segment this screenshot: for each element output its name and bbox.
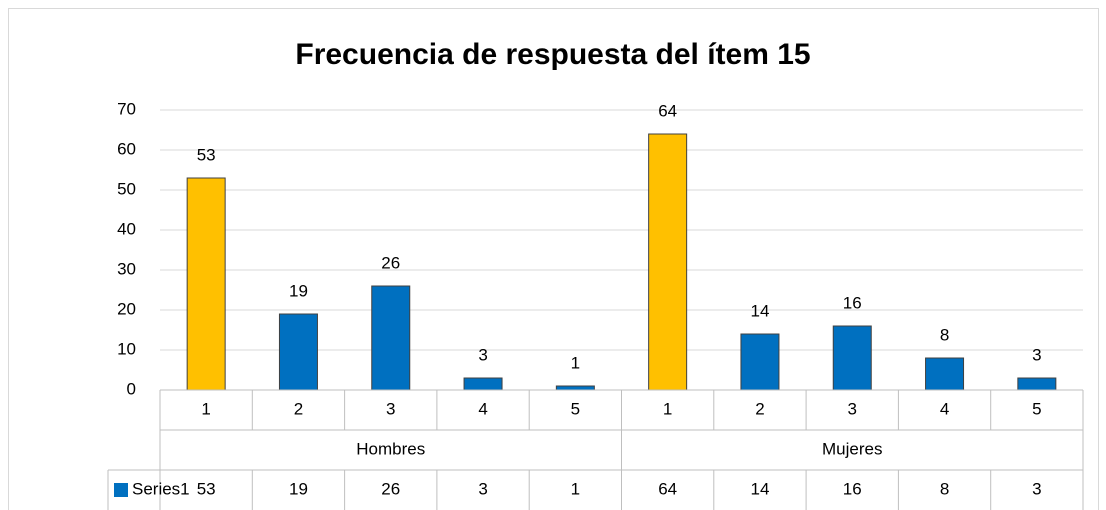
bar xyxy=(1017,377,1057,391)
data-label: 14 xyxy=(750,301,769,320)
table-value: 3 xyxy=(1032,479,1041,498)
bar xyxy=(186,177,226,391)
chart-border xyxy=(8,8,1099,510)
bar xyxy=(740,333,780,391)
group-label: Hombres xyxy=(356,439,425,458)
bar xyxy=(648,133,688,391)
x-tick-label: 2 xyxy=(294,399,303,418)
x-tick-label: 1 xyxy=(663,399,672,418)
table-value: 19 xyxy=(289,479,308,498)
y-tick-label: 40 xyxy=(117,219,136,238)
x-tick-label: 5 xyxy=(571,399,580,418)
y-tick-label: 0 xyxy=(127,379,136,398)
table-value: 14 xyxy=(750,479,769,498)
table-value: 26 xyxy=(381,479,400,498)
x-tick-label: 3 xyxy=(386,399,395,418)
x-tick-label: 4 xyxy=(478,399,487,418)
x-tick-label: 3 xyxy=(848,399,857,418)
data-label: 3 xyxy=(478,345,487,364)
group-label: Mujeres xyxy=(822,439,882,458)
legend-label: Series1 xyxy=(132,479,190,498)
y-tick-label: 10 xyxy=(117,339,136,358)
table-value: 3 xyxy=(478,479,487,498)
y-tick-label: 50 xyxy=(117,179,136,198)
y-tick-label: 70 xyxy=(117,99,136,118)
y-tick-label: 20 xyxy=(117,299,136,318)
table-value: 8 xyxy=(940,479,949,498)
x-tick-label: 4 xyxy=(940,399,949,418)
data-label: 16 xyxy=(843,293,862,312)
table-value: 16 xyxy=(843,479,862,498)
bar xyxy=(278,313,318,391)
y-tick-label: 60 xyxy=(117,139,136,158)
data-label: 1 xyxy=(571,353,580,372)
data-label: 26 xyxy=(381,253,400,272)
y-tick-label: 30 xyxy=(117,259,136,278)
legend-key xyxy=(114,483,128,497)
x-tick-label: 2 xyxy=(755,399,764,418)
x-tick-label: 1 xyxy=(201,399,210,418)
data-label: 64 xyxy=(658,101,677,120)
x-tick-label: 5 xyxy=(1032,399,1041,418)
table-value: 64 xyxy=(658,479,677,498)
bar xyxy=(832,325,872,391)
data-label: 19 xyxy=(289,281,308,300)
data-label: 3 xyxy=(1032,345,1041,364)
data-label: 53 xyxy=(197,145,216,164)
bar xyxy=(463,377,503,391)
chart-title: Frecuencia de respuesta del ítem 15 xyxy=(295,38,810,71)
table-value: 1 xyxy=(571,479,580,498)
bar xyxy=(925,357,965,391)
table-value: 53 xyxy=(197,479,216,498)
bar xyxy=(371,285,411,391)
data-label: 8 xyxy=(940,325,949,344)
bar xyxy=(555,385,595,391)
